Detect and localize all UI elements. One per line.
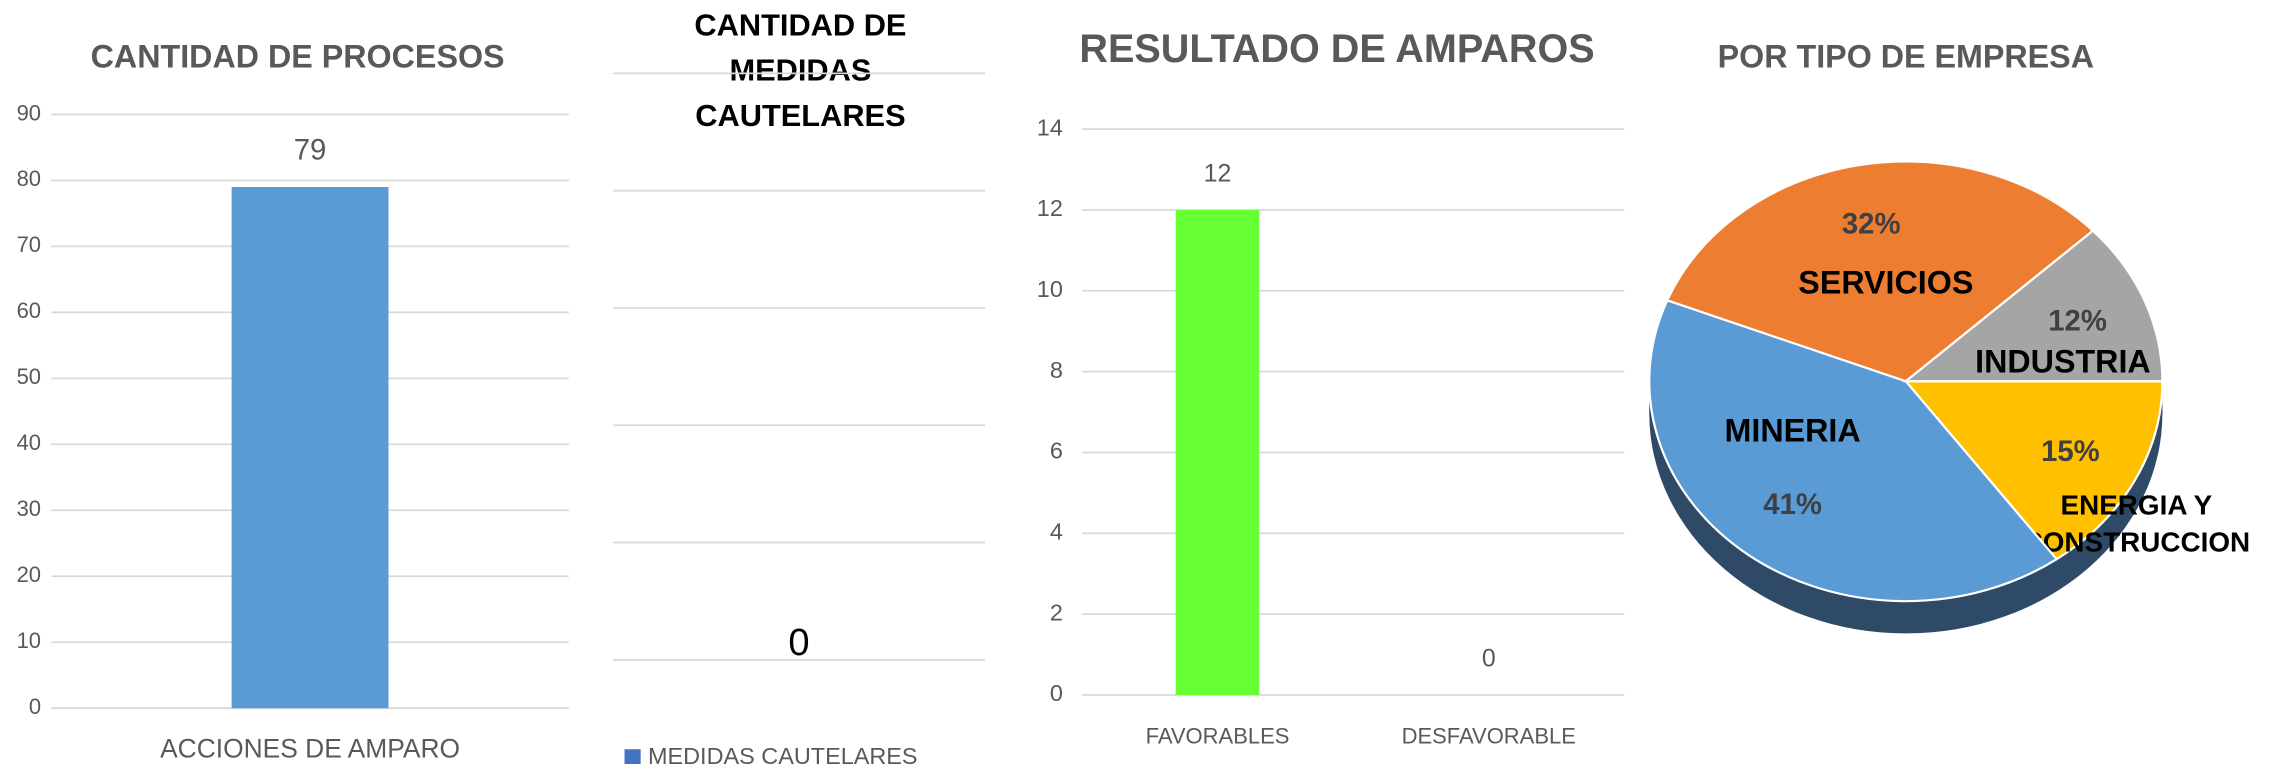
x-tick-label: DESFAVORABLE	[1402, 723, 1576, 748]
value-label: 12	[1204, 159, 1232, 187]
pie-category-label: ENERGIA Y CONSTRUCCION	[2022, 491, 2251, 559]
y-tick-label: 8	[1050, 357, 1063, 383]
y-tick-label: 80	[17, 166, 41, 191]
y-tick-label: 14	[1037, 114, 1063, 140]
y-tick-label: 12	[1037, 195, 1063, 221]
y-tick-label: 60	[17, 298, 41, 323]
value-label: 0	[1482, 644, 1496, 672]
y-tick-label: 50	[17, 364, 41, 389]
y-tick-label: 0	[1050, 680, 1063, 706]
y-tick-label: 20	[17, 562, 41, 587]
y-tick-label: 0	[29, 694, 41, 719]
pie-category-box: SERVICIOS	[1798, 263, 1974, 301]
legend-swatch	[624, 749, 641, 764]
chart-title: CANTIDAD DE PROCESOS	[91, 38, 505, 74]
x-tick-label: FAVORABLES	[1146, 723, 1290, 748]
pie-category-box: MINERIA	[1724, 412, 1861, 450]
chart-title: RESULTADO DE AMPAROS	[1079, 27, 1594, 71]
pie-slice	[1648, 298, 2059, 603]
y-tick-label: 70	[17, 232, 41, 257]
bar	[231, 187, 389, 709]
pie-slice	[1903, 380, 2164, 561]
legend-label: MEDIDAS CAUTELARES	[648, 743, 918, 764]
y-tick-label: 30	[17, 496, 41, 521]
pie-category-label: MINERIA	[1724, 412, 1861, 450]
y-tick-label: 6	[1050, 438, 1063, 464]
y-tick-label: 10	[17, 628, 41, 653]
y-tick-label: 2	[1050, 599, 1063, 625]
pie-value-label: 12%	[2048, 305, 2107, 338]
pie-slice	[1665, 160, 2095, 383]
y-tick-label: 10	[1037, 276, 1063, 302]
value-label: 79	[294, 134, 327, 167]
chart-title-box: CANTIDAD DE MEDIDAS CAUTELARES	[694, 8, 907, 134]
y-tick-label: 4	[1050, 519, 1063, 545]
chart-title: CANTIDAD DE MEDIDAS CAUTELARES	[694, 8, 907, 134]
pie-category-label: INDUSTRIA	[1975, 343, 2151, 381]
pie-value-label: 15%	[2041, 435, 2100, 468]
pie-value-label: 32%	[1842, 207, 1901, 240]
pie-category-box: ENERGIA Y CONSTRUCCION	[2022, 491, 2251, 559]
pie-category-label: SERVICIOS	[1798, 263, 1974, 301]
x-tick-label: ACCIONES DE AMPARO	[160, 734, 460, 764]
chart-title: POR TIPO DE EMPRESA	[1718, 38, 2094, 74]
pie-value-label: 41%	[1763, 488, 1822, 521]
y-tick-label: 90	[17, 100, 41, 125]
y-tick-label: 40	[17, 430, 41, 455]
pie-category-box: INDUSTRIA	[1975, 343, 2151, 381]
value-label: 0	[788, 622, 809, 664]
pie-slice	[1902, 229, 2164, 383]
bar	[1175, 209, 1260, 695]
